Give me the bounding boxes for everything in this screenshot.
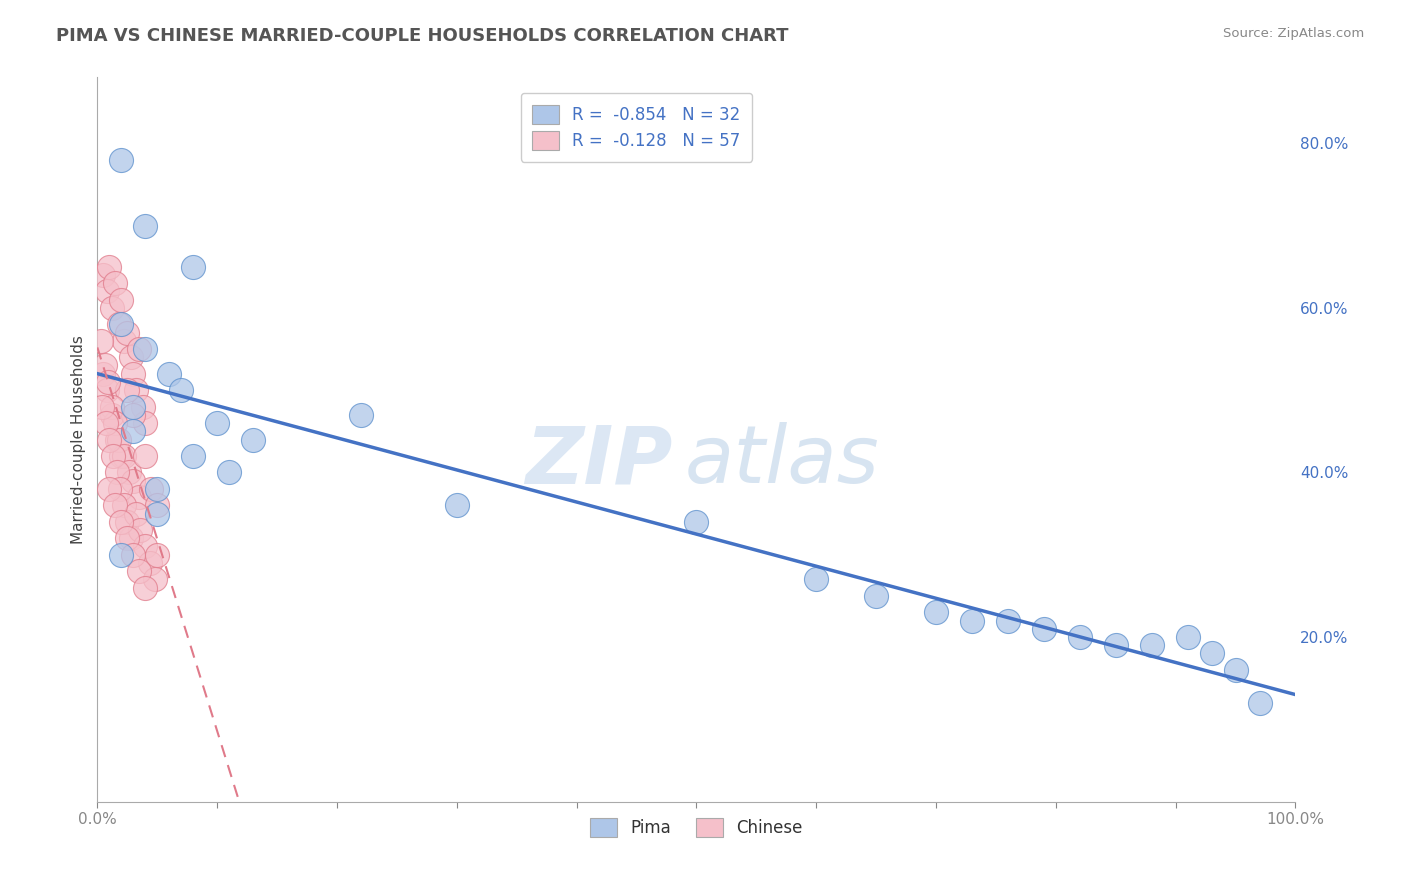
Point	[141, 482, 163, 496]
Point	[685, 515, 707, 529]
Point	[104, 416, 127, 430]
Point	[100, 301, 122, 315]
Point	[242, 433, 264, 447]
Point	[117, 466, 139, 480]
Point	[143, 573, 166, 587]
Point	[125, 507, 148, 521]
Point	[105, 433, 128, 447]
Point	[96, 285, 118, 299]
Point	[1140, 638, 1163, 652]
Point	[98, 482, 121, 496]
Point	[100, 400, 122, 414]
Point	[108, 482, 131, 496]
Point	[98, 433, 121, 447]
Point	[110, 318, 132, 332]
Text: Source: ZipAtlas.com: Source: ZipAtlas.com	[1223, 27, 1364, 40]
Legend: Pima, Chinese: Pima, Chinese	[583, 812, 808, 844]
Point	[93, 268, 115, 282]
Point	[134, 219, 156, 233]
Point	[134, 581, 156, 595]
Text: ZIP: ZIP	[524, 422, 672, 500]
Point	[1225, 663, 1247, 677]
Point	[181, 260, 204, 274]
Point	[110, 449, 132, 463]
Point	[93, 359, 115, 373]
Point	[960, 614, 983, 628]
Point	[122, 400, 145, 414]
Point	[1032, 622, 1054, 636]
Point	[104, 499, 127, 513]
Point	[97, 375, 120, 389]
Point	[146, 507, 169, 521]
Point	[1201, 647, 1223, 661]
Point	[93, 367, 115, 381]
Point	[101, 449, 124, 463]
Point	[122, 548, 145, 562]
Point	[117, 326, 139, 340]
Point	[134, 540, 156, 554]
Point	[139, 556, 162, 570]
Point	[100, 408, 122, 422]
Point	[108, 318, 131, 332]
Point	[108, 433, 131, 447]
Point	[122, 424, 145, 438]
Point	[134, 449, 156, 463]
Point	[117, 515, 139, 529]
Point	[205, 416, 228, 430]
Point	[105, 466, 128, 480]
Point	[122, 474, 145, 488]
Point	[110, 515, 132, 529]
Point	[128, 564, 150, 578]
Point	[134, 342, 156, 356]
Point	[170, 383, 193, 397]
Point	[98, 260, 121, 274]
Point	[112, 334, 135, 348]
Point	[125, 383, 148, 397]
Point	[110, 153, 132, 167]
Point	[129, 523, 152, 537]
Point	[94, 416, 117, 430]
Point	[110, 548, 132, 562]
Point	[122, 367, 145, 381]
Y-axis label: Married-couple Households: Married-couple Households	[72, 335, 86, 544]
Point	[132, 400, 155, 414]
Point	[806, 573, 828, 587]
Point	[117, 531, 139, 545]
Point	[110, 293, 132, 307]
Point	[1105, 638, 1128, 652]
Point	[90, 334, 112, 348]
Point	[157, 367, 180, 381]
Point	[112, 499, 135, 513]
Point	[120, 531, 142, 545]
Point	[104, 276, 127, 290]
Point	[181, 449, 204, 463]
Point	[91, 400, 114, 414]
Point	[1249, 696, 1271, 710]
Point	[446, 499, 468, 513]
Text: atlas: atlas	[685, 422, 879, 500]
Point	[865, 589, 887, 603]
Point	[146, 482, 169, 496]
Point	[134, 416, 156, 430]
Point	[925, 605, 948, 619]
Point	[117, 383, 139, 397]
Point	[1177, 630, 1199, 644]
Point	[122, 408, 145, 422]
Text: PIMA VS CHINESE MARRIED-COUPLE HOUSEHOLDS CORRELATION CHART: PIMA VS CHINESE MARRIED-COUPLE HOUSEHOLD…	[56, 27, 789, 45]
Point	[146, 548, 169, 562]
Point	[128, 342, 150, 356]
Point	[120, 350, 142, 364]
Point	[96, 383, 118, 397]
Point	[128, 490, 150, 504]
Point	[1069, 630, 1091, 644]
Point	[146, 499, 169, 513]
Point	[112, 449, 135, 463]
Point	[997, 614, 1019, 628]
Point	[350, 408, 373, 422]
Point	[218, 466, 240, 480]
